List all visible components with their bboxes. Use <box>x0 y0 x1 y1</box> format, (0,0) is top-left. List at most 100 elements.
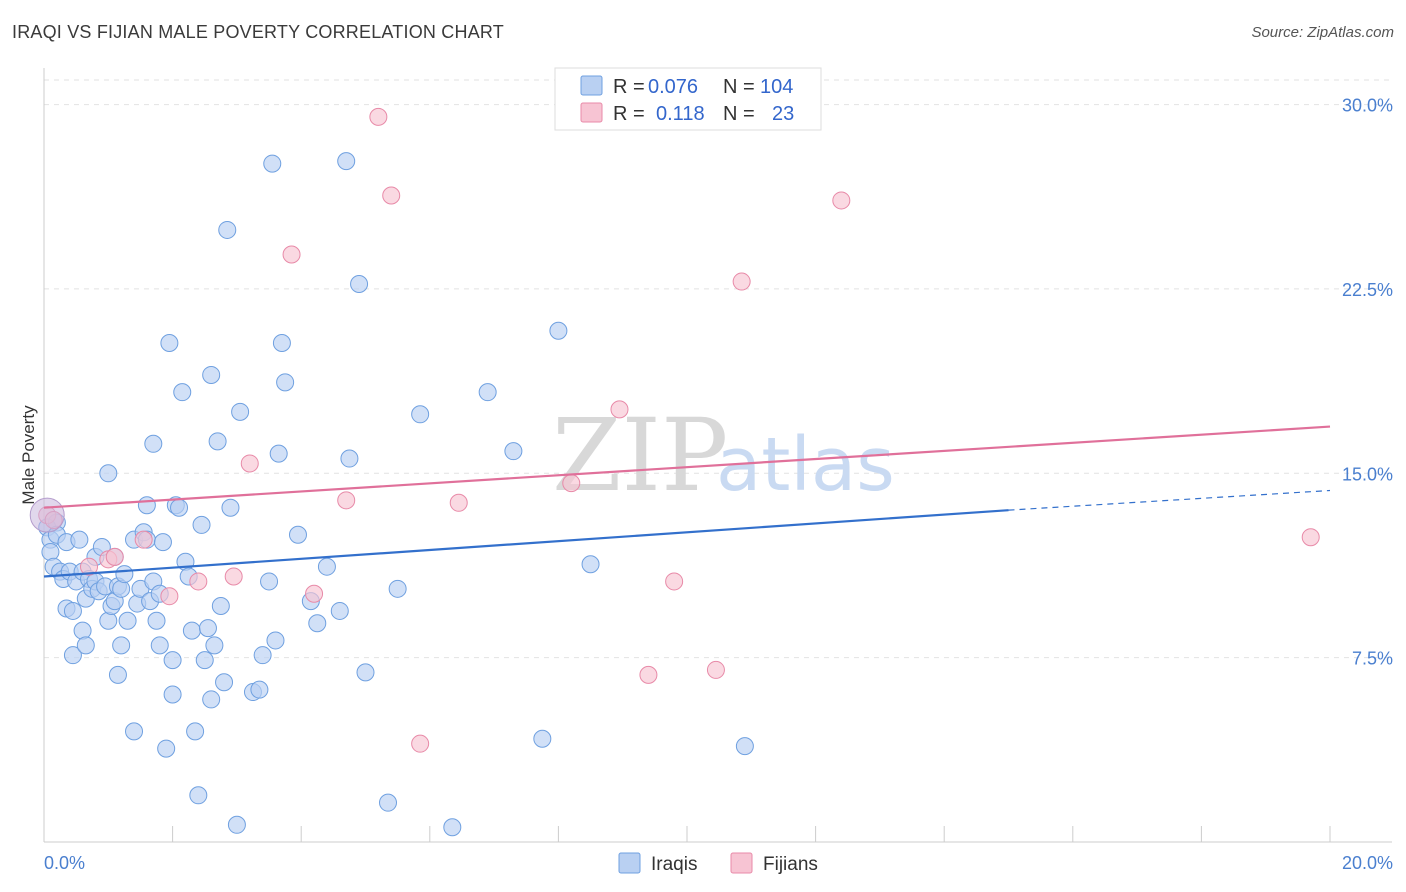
fijian-point-2 <box>80 557 99 576</box>
iraqi-point-82 <box>269 444 288 463</box>
x-tick-label-min: 0.0% <box>44 853 85 873</box>
iraqi-point-96 <box>411 405 430 424</box>
iraqi-point-73 <box>221 498 240 517</box>
legend-n-value-iraqis: 104 <box>760 76 793 98</box>
iraqi-point-62 <box>189 786 208 805</box>
data-points <box>29 107 1320 837</box>
grid <box>44 79 1392 659</box>
iraqi-point-89 <box>330 601 349 620</box>
iraqi-point-69 <box>208 432 227 451</box>
fijian-point-14 <box>382 186 401 205</box>
chart-title: IRAQI VS FIJIAN MALE POVERTY CORRELATION… <box>12 22 504 42</box>
iraqi-point-14 <box>70 530 89 549</box>
fijian-point-21 <box>706 660 725 679</box>
iraqi-point-64 <box>195 651 214 670</box>
iraqi-point-94 <box>379 793 398 812</box>
iraqi-point-48 <box>150 636 169 655</box>
fijian-point-23 <box>832 191 851 210</box>
iraqi-point-68 <box>205 636 224 655</box>
iraqi-point-2 <box>41 542 60 561</box>
watermark-atlas: atlas <box>716 422 895 508</box>
iraqi-point-63 <box>192 515 211 534</box>
fijian-point-19 <box>639 665 658 684</box>
legend-r-value-iraqis: 0.076 <box>648 76 698 98</box>
fijian-point-12 <box>337 491 356 510</box>
iraqi-point-87 <box>308 614 327 633</box>
iraqi-point-103 <box>735 737 754 756</box>
trend-lines <box>43 425 1331 578</box>
iraqi-point-98 <box>478 383 497 402</box>
fijian-point-18 <box>610 400 629 419</box>
y-tick-label-1: 15.0% <box>1342 464 1393 484</box>
iraqi-point-54 <box>163 651 182 670</box>
bottom-legend-swatch-iraqis <box>618 852 641 874</box>
fijian-point-4 <box>105 547 124 566</box>
iraqi-point-57 <box>173 383 192 402</box>
iraqi-point-53 <box>163 685 182 704</box>
iraqi-point-31 <box>108 665 127 684</box>
fijian-point-8 <box>224 567 243 586</box>
fijian-point-9 <box>240 454 259 473</box>
y-axis-label: Male Poverty <box>19 405 38 505</box>
iraqi-point-90 <box>337 152 356 171</box>
iraqi-trend-extension <box>1008 489 1331 511</box>
iraqi-point-45 <box>144 434 163 453</box>
iraqi-point-72 <box>218 220 237 239</box>
axes <box>43 68 1392 843</box>
legend-box: R = 0.076 N = 104 R = 0.118 N = 23 <box>554 67 822 131</box>
bottom-legend-swatch-fijians <box>730 852 753 874</box>
fijian-point-10 <box>282 245 301 264</box>
legend-swatch-fijians <box>580 102 603 123</box>
iraqi-point-60 <box>182 621 201 640</box>
iraqi-point-99 <box>504 442 523 461</box>
bottom-legend: Iraqis Fijians <box>618 852 818 875</box>
iraqi-point-85 <box>288 525 307 544</box>
iraqi-point-81 <box>266 631 285 650</box>
iraqi-point-50 <box>153 533 172 552</box>
fijian-trend-line <box>43 425 1331 509</box>
iraqi-point-36 <box>118 611 137 630</box>
legend-n-value-fijians: 23 <box>772 103 794 125</box>
iraqi-point-27 <box>99 611 118 630</box>
iraqi-point-102 <box>581 555 600 574</box>
fijian-point-24 <box>1301 528 1320 547</box>
iraqi-point-79 <box>260 572 279 591</box>
iraqi-point-91 <box>340 449 359 468</box>
iraqi-point-51 <box>157 739 176 758</box>
iraqi-point-84 <box>276 373 295 392</box>
iraqi-point-95 <box>388 579 407 598</box>
fijian-point-15 <box>411 734 430 753</box>
fijian-point-20 <box>665 572 684 591</box>
iraqi-point-80 <box>263 154 282 173</box>
bottom-legend-label-iraqis: Iraqis <box>651 854 697 875</box>
watermark: ZIP atlas <box>552 397 895 514</box>
iraqi-point-67 <box>202 690 221 709</box>
iraqi-point-26 <box>99 464 118 483</box>
iraqi-point-88 <box>317 557 336 576</box>
x-tick-label-max: 20.0% <box>1342 853 1393 873</box>
iraqi-point-77 <box>250 680 269 699</box>
iraqi-point-11 <box>63 601 82 620</box>
legend-n-label-iraqis: N = <box>723 76 755 98</box>
iraqi-point-66 <box>202 365 221 384</box>
iraqi-point-93 <box>356 663 375 682</box>
iraqi-point-83 <box>272 334 291 353</box>
fijian-point-17 <box>562 474 581 493</box>
iraqi-point-43 <box>137 496 156 515</box>
iraqi-point-71 <box>215 673 234 692</box>
fijian-point-13 <box>369 107 388 126</box>
iraqi-point-17 <box>76 636 95 655</box>
watermark-zip: ZIP <box>552 397 728 514</box>
iraqi-point-75 <box>231 402 250 421</box>
iraqi-point-61 <box>186 722 205 741</box>
iraqi-point-33 <box>112 636 131 655</box>
iraqi-trend-line <box>43 509 1009 578</box>
source-label: Source: ZipAtlas.com <box>1251 24 1394 41</box>
legend-r-label-iraqis: R = <box>613 76 645 98</box>
legend-r-value-fijians: 0.118 <box>656 103 705 125</box>
fijian-point-16 <box>449 493 468 512</box>
iraqi-point-74 <box>227 815 246 834</box>
iraqi-point-97 <box>443 818 462 837</box>
fijian-point-5 <box>134 530 153 549</box>
